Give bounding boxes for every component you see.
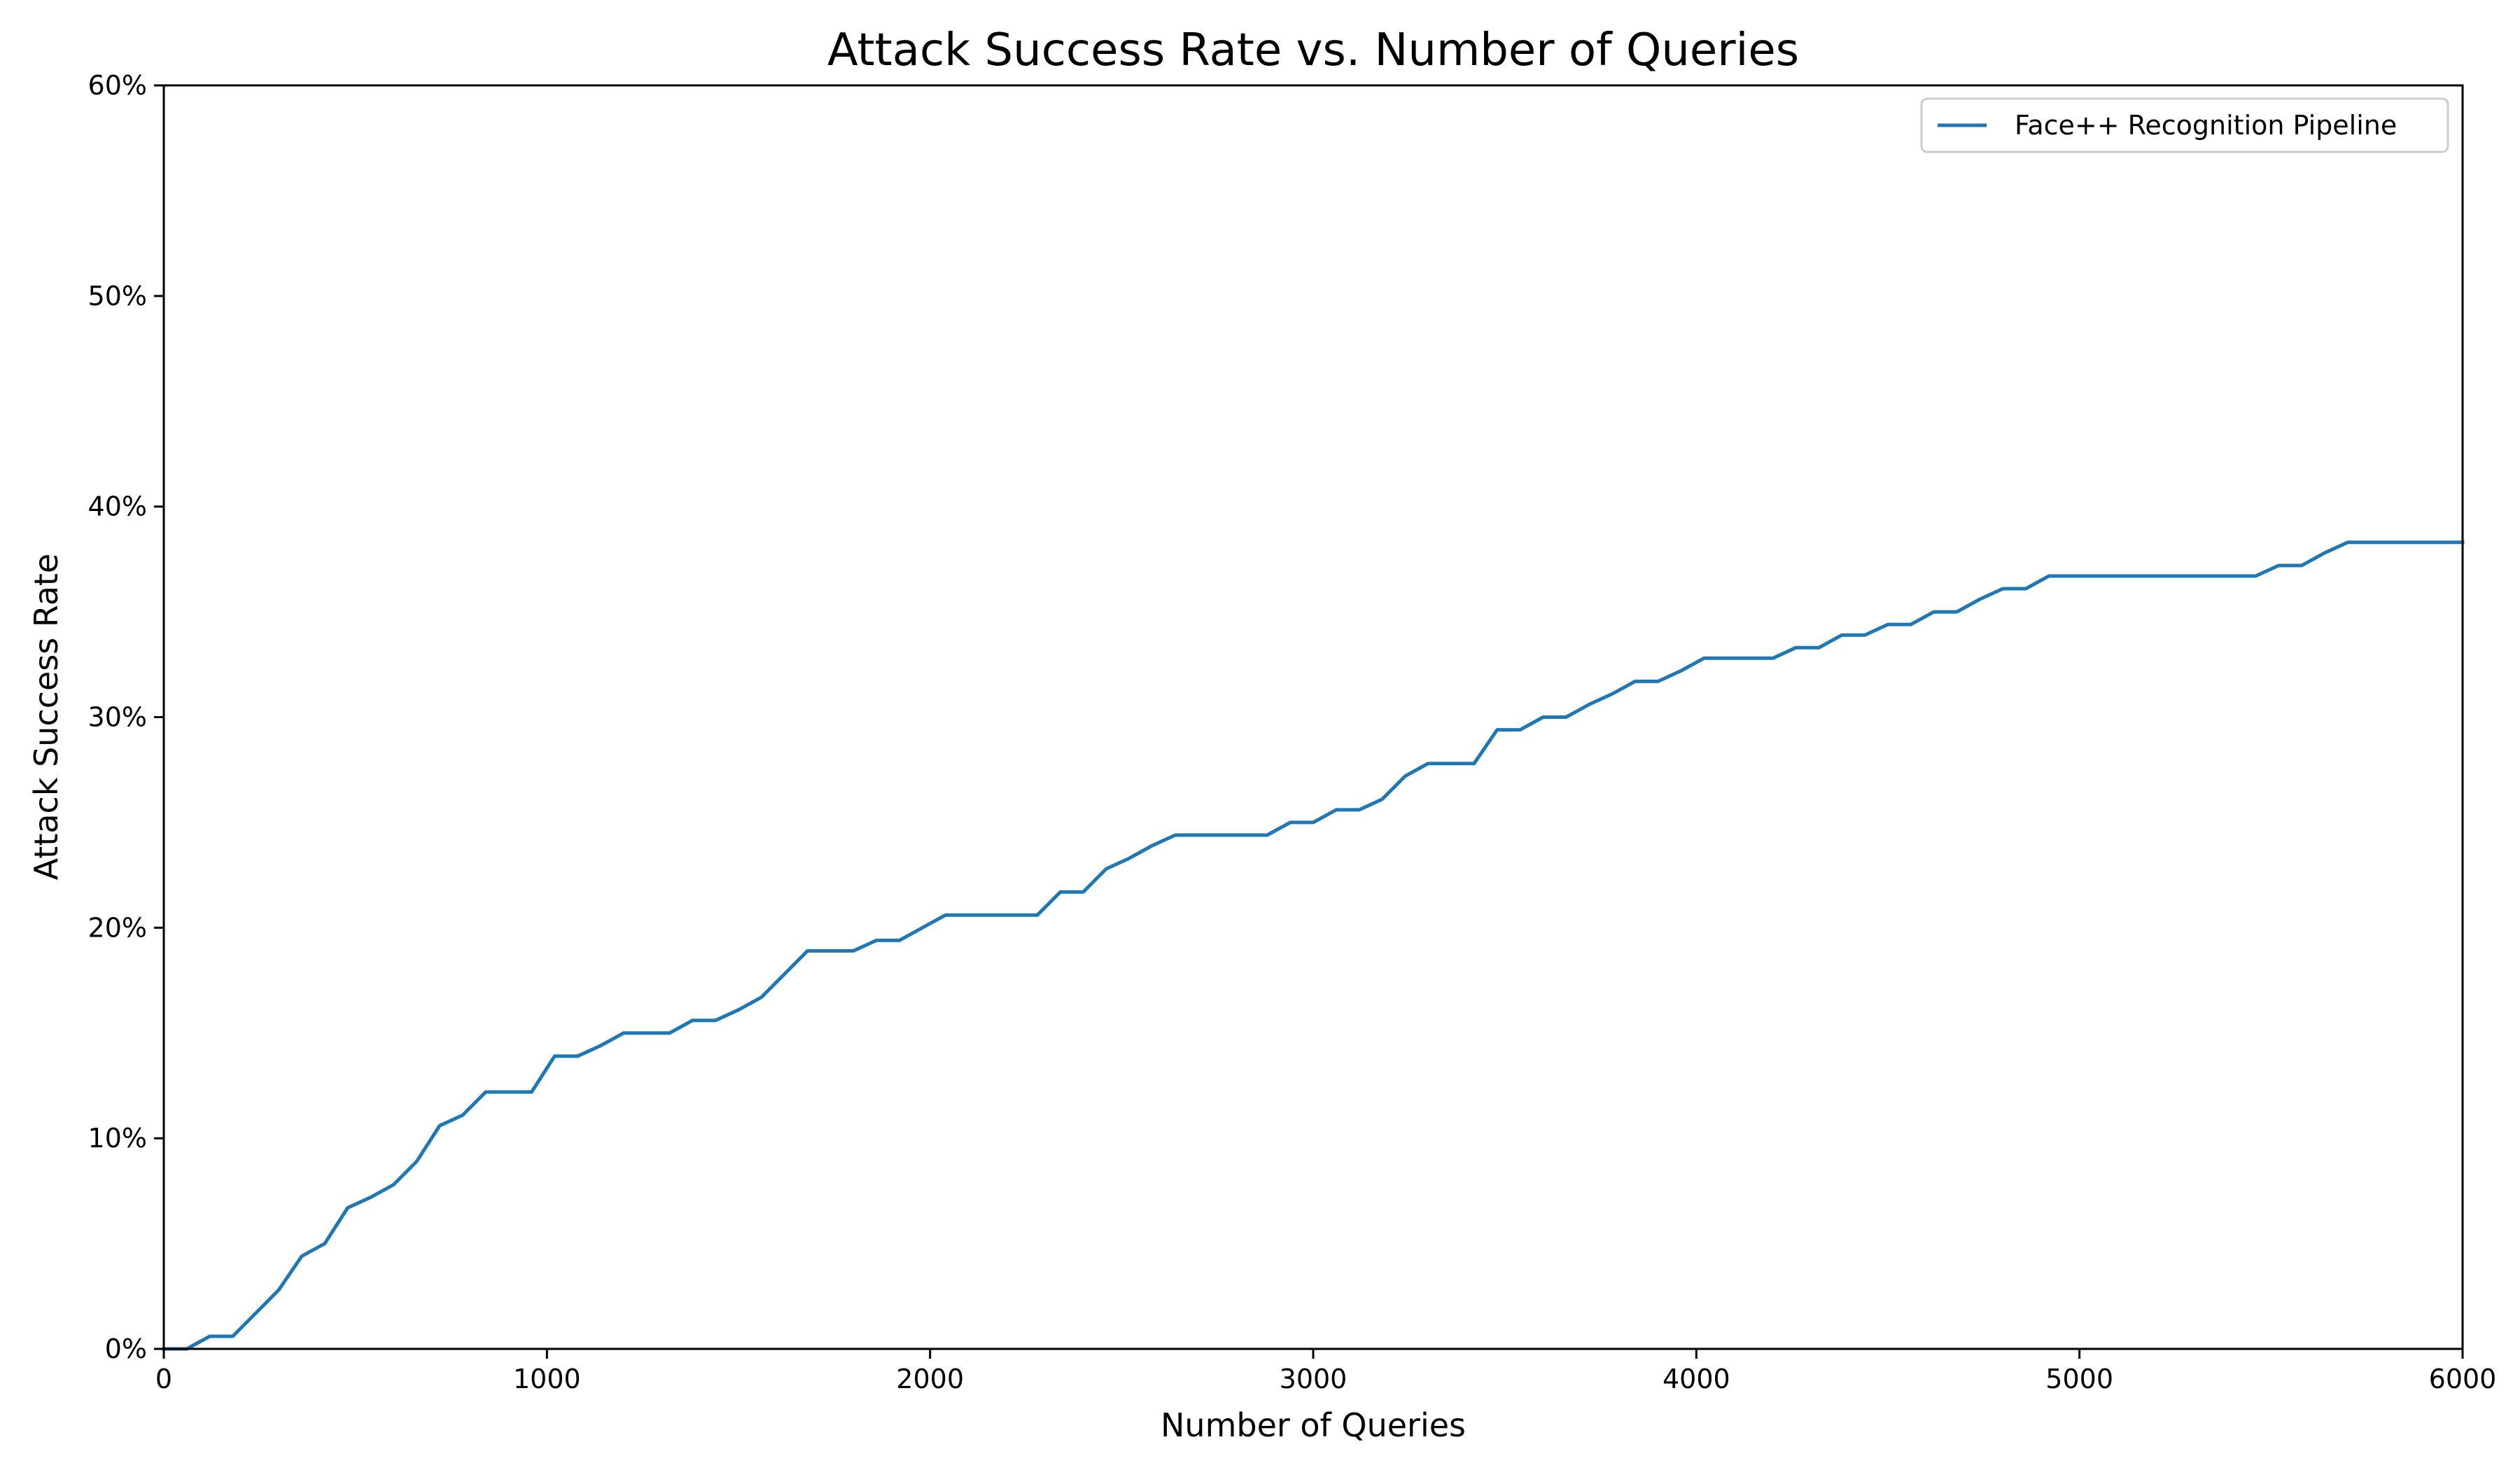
y-axis: 0% 10% 20% 30% 40% 50% 60% (88, 70, 164, 1364)
x-tick-label: 3000 (1280, 1364, 1348, 1394)
x-tick-label: 2000 (896, 1364, 964, 1394)
chart-title: Attack Success Rate vs. Number of Querie… (827, 24, 1799, 76)
plot-area (162, 540, 2465, 1351)
x-tick-label: 5000 (2045, 1364, 2113, 1394)
x-axis: 0 1000 2000 3000 4000 5000 6000 (155, 1349, 2496, 1394)
x-tick-label: 6000 (2429, 1364, 2497, 1394)
legend-box (1920, 97, 2449, 153)
legend-label: Face++ Recognition Pipeline (2015, 110, 2397, 141)
x-tick-label: 1000 (513, 1364, 581, 1394)
y-tick-label: 50% (88, 281, 147, 312)
series-line (162, 540, 2465, 1351)
y-tick-label: 0% (105, 1334, 147, 1364)
x-tick-label: 4000 (1662, 1364, 1730, 1394)
y-tick-label: 40% (88, 491, 147, 522)
y-tick-label: 20% (88, 912, 147, 943)
y-tick-label: 60% (88, 70, 147, 101)
x-axis-label: Number of Queries (1161, 1406, 1466, 1444)
y-axis-label: Attack Success Rate (27, 554, 65, 881)
legend: Face++ Recognition Pipeline (1920, 97, 2449, 153)
y-tick-label: 10% (88, 1123, 147, 1154)
y-tick-label: 30% (88, 702, 147, 733)
x-tick-label: 0 (155, 1364, 172, 1394)
